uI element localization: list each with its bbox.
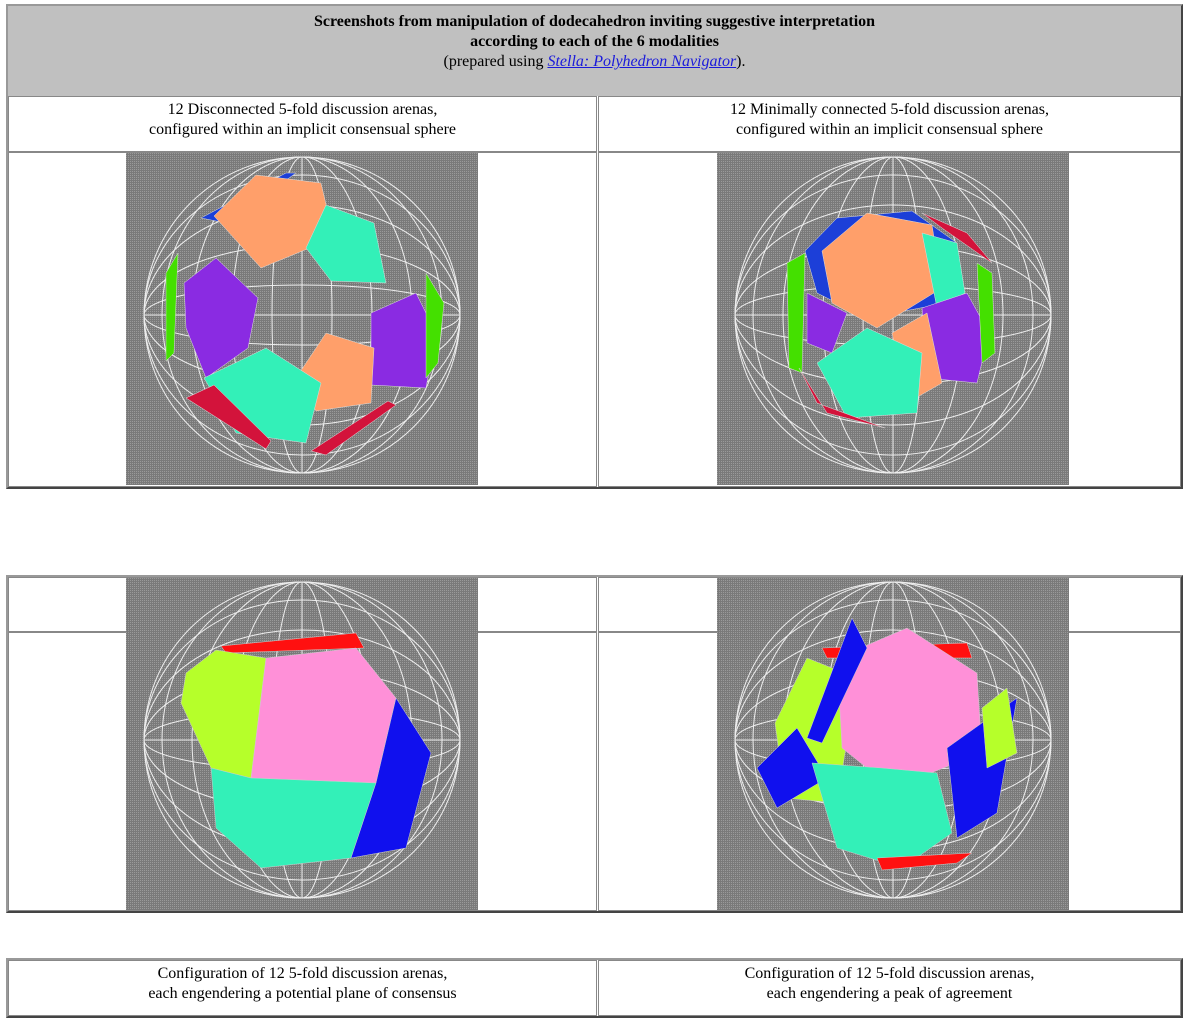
caption: Configuration of 12 5-fold discussion ar… bbox=[9, 964, 596, 984]
image bbox=[717, 153, 1069, 485]
caption: configured within an implicit consensual… bbox=[599, 120, 1180, 140]
note-text: ). bbox=[736, 53, 745, 70]
header: Screenshots from manipulation of dodecah… bbox=[8, 6, 1181, 96]
title: according to each of the 6 modalities bbox=[8, 32, 1181, 52]
caption-cell: Configuration of 12 5-fold discussion ar… bbox=[8, 960, 597, 1016]
caption: configured within an implicit consensual… bbox=[9, 120, 596, 140]
note: (prepared using Stella: Polyhedron Navig… bbox=[443, 53, 745, 70]
link[interactable]: Stella: Polyhedron Navigator bbox=[547, 53, 736, 70]
page: Screenshots from manipulation of dodecah… bbox=[0, 0, 1186, 995]
caption-cell: 12 Disconnected 5-fold discussion arenas… bbox=[8, 96, 597, 152]
title: Screenshots from manipulation of dodecah… bbox=[8, 12, 1181, 32]
caption: 12 Disconnected 5-fold discussion arenas… bbox=[9, 100, 596, 120]
caption-cell: Configuration of 12 5-fold discussion ar… bbox=[598, 960, 1181, 1016]
caption: Configuration of 12 5-fold discussion ar… bbox=[599, 964, 1180, 984]
image bbox=[126, 153, 478, 485]
image bbox=[126, 578, 478, 910]
caption-cell: 12 Minimally connected 5-fold discussion… bbox=[598, 96, 1181, 152]
image bbox=[717, 578, 1069, 910]
caption: each engendering a potential plane of co… bbox=[9, 984, 596, 1004]
note-text: (prepared using bbox=[443, 53, 547, 70]
caption: 12 Minimally connected 5-fold discussion… bbox=[599, 100, 1180, 120]
caption: each engendering a peak of agreement bbox=[599, 984, 1180, 1004]
